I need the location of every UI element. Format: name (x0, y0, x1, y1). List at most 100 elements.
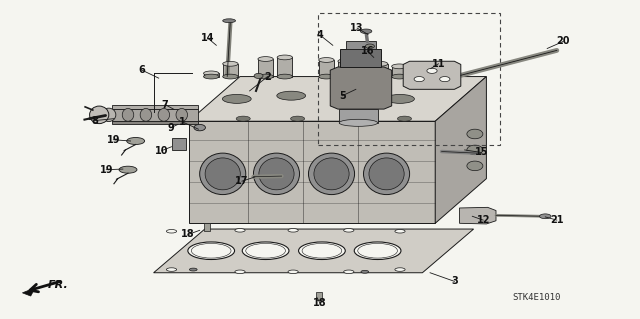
Polygon shape (460, 207, 496, 224)
Ellipse shape (122, 108, 134, 121)
Ellipse shape (166, 268, 177, 271)
Bar (112, 109, 198, 121)
Ellipse shape (427, 68, 437, 73)
Ellipse shape (364, 153, 410, 195)
Ellipse shape (339, 119, 378, 126)
Polygon shape (154, 229, 474, 273)
Text: 4: 4 (317, 30, 323, 40)
Text: 17: 17 (235, 176, 249, 186)
Ellipse shape (397, 116, 412, 121)
Ellipse shape (344, 228, 354, 232)
Ellipse shape (344, 270, 354, 274)
Polygon shape (330, 67, 392, 109)
Ellipse shape (204, 74, 219, 79)
Bar (204, 223, 210, 231)
Bar (172, 138, 186, 150)
Ellipse shape (258, 57, 273, 62)
Ellipse shape (369, 158, 404, 190)
Ellipse shape (102, 108, 116, 122)
Ellipse shape (332, 92, 360, 101)
Text: 7: 7 (162, 100, 168, 110)
Polygon shape (112, 105, 198, 109)
Ellipse shape (345, 116, 359, 121)
Polygon shape (189, 121, 435, 223)
FancyBboxPatch shape (319, 60, 334, 77)
FancyBboxPatch shape (338, 61, 353, 77)
Text: 15: 15 (474, 147, 488, 158)
Text: 13: 13 (350, 23, 364, 33)
Ellipse shape (288, 228, 298, 232)
Ellipse shape (277, 74, 292, 79)
Ellipse shape (242, 242, 289, 260)
Ellipse shape (235, 270, 245, 274)
Polygon shape (403, 61, 461, 89)
Ellipse shape (188, 242, 235, 260)
Ellipse shape (223, 19, 236, 23)
Ellipse shape (338, 59, 353, 64)
Text: STK4E1010: STK4E1010 (512, 293, 561, 302)
Ellipse shape (253, 153, 300, 195)
Text: 19: 19 (106, 135, 120, 145)
Ellipse shape (158, 108, 170, 121)
Ellipse shape (140, 108, 152, 121)
Bar (339, 109, 378, 123)
Text: 6: 6 (139, 65, 145, 75)
Text: 18: 18 (181, 229, 195, 240)
Ellipse shape (254, 73, 263, 78)
FancyBboxPatch shape (258, 59, 273, 77)
Text: 20: 20 (556, 36, 570, 47)
Text: 1: 1 (179, 117, 186, 127)
Ellipse shape (235, 228, 245, 232)
FancyBboxPatch shape (277, 57, 292, 77)
Ellipse shape (288, 270, 298, 274)
Polygon shape (189, 77, 486, 121)
Ellipse shape (365, 44, 374, 48)
Bar (318, 13, 500, 145)
Bar (346, 41, 376, 49)
Ellipse shape (314, 158, 349, 190)
Text: 21: 21 (550, 215, 564, 225)
Ellipse shape (395, 268, 405, 271)
Text: 5: 5 (339, 91, 346, 101)
Text: 12: 12 (476, 215, 490, 225)
Text: 16: 16 (360, 46, 374, 56)
FancyBboxPatch shape (204, 73, 219, 77)
Ellipse shape (223, 94, 252, 103)
Ellipse shape (467, 161, 483, 171)
Ellipse shape (194, 124, 205, 131)
Ellipse shape (360, 29, 372, 33)
Ellipse shape (277, 91, 306, 100)
Ellipse shape (372, 74, 388, 79)
Ellipse shape (204, 71, 219, 76)
Ellipse shape (361, 271, 369, 273)
Bar (340, 49, 381, 67)
Ellipse shape (308, 153, 355, 195)
Ellipse shape (540, 214, 551, 219)
Text: 11: 11 (431, 59, 445, 69)
Ellipse shape (467, 129, 483, 139)
Ellipse shape (223, 74, 238, 79)
Ellipse shape (392, 64, 407, 69)
Ellipse shape (166, 230, 177, 233)
Text: 19: 19 (99, 165, 113, 175)
Ellipse shape (259, 158, 294, 190)
Text: 10: 10 (155, 145, 169, 156)
Ellipse shape (236, 116, 250, 121)
Text: FR.: FR. (48, 279, 68, 290)
Text: 2: 2 (264, 71, 271, 82)
Polygon shape (112, 121, 198, 124)
FancyBboxPatch shape (392, 66, 407, 77)
FancyBboxPatch shape (372, 64, 388, 77)
Bar (316, 292, 322, 300)
Ellipse shape (127, 137, 145, 145)
Ellipse shape (189, 268, 197, 271)
Ellipse shape (119, 166, 137, 173)
Ellipse shape (277, 55, 292, 60)
Polygon shape (435, 77, 486, 223)
Text: 14: 14 (201, 33, 215, 43)
Ellipse shape (385, 94, 415, 103)
Ellipse shape (258, 74, 273, 79)
Ellipse shape (223, 61, 238, 66)
Ellipse shape (467, 145, 483, 155)
Ellipse shape (298, 242, 346, 260)
